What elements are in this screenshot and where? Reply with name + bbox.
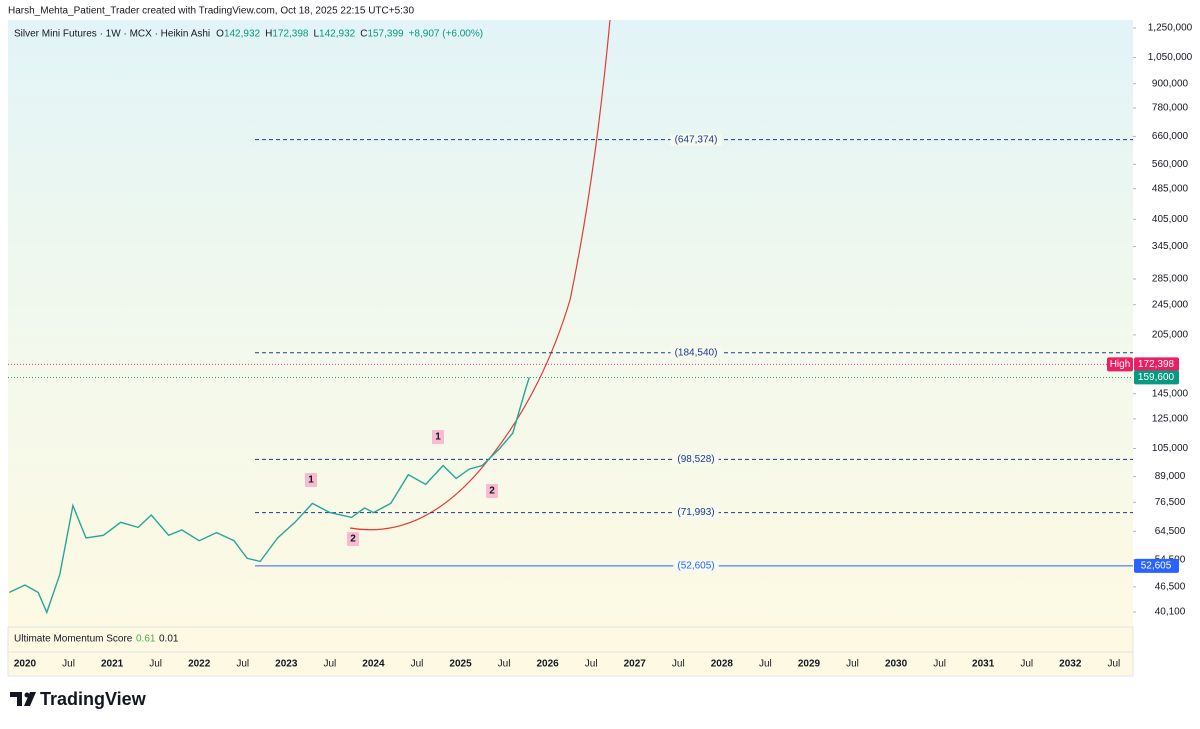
wave-label: 2 [350, 534, 356, 545]
legend-text: 172,398 [272, 29, 309, 40]
level-label-bg [670, 133, 722, 146]
wave-label-bg [432, 430, 444, 444]
legend-text: L [313, 29, 319, 40]
level-label: (647,374) [675, 134, 718, 145]
indicator-name: Ultimate Momentum Score [14, 634, 133, 645]
y-tick-label: 125,000 [1152, 414, 1189, 425]
x-tick-label: Jul [149, 659, 162, 670]
x-tick-label: 2028 [711, 659, 734, 670]
legend-text: 157,399 [367, 29, 404, 40]
legend: Silver Mini Futures · 1W · MCX · Heikin … [14, 29, 483, 40]
level-label: (71,993) [677, 507, 714, 518]
indicator-pane [7, 626, 1134, 653]
legend-text: Silver Mini Futures · 1W · MCX · Heikin … [14, 29, 210, 40]
x-tick-label: Jul [62, 659, 75, 670]
chart-pane [8, 20, 1133, 627]
level-label-bg [670, 346, 722, 359]
indicator-value: 0.01 [159, 634, 179, 645]
legend-text: +8,907 (+6.00%) [409, 29, 484, 40]
x-tick-label: 2026 [537, 659, 560, 670]
price-tag-label: 172,398 [1138, 359, 1175, 370]
y-tick-label: 285,000 [1152, 274, 1189, 285]
y-tick-label: 405,000 [1152, 214, 1189, 225]
x-tick-label: Jul [933, 659, 946, 670]
price-tag [1134, 357, 1179, 372]
legend-text: C [360, 29, 367, 40]
level-label: (184,540) [675, 347, 718, 358]
wave-label: 2 [489, 486, 495, 497]
x-tick-label: Jul [1107, 659, 1120, 670]
x-tick-label: 2029 [798, 659, 821, 670]
y-tick-label: 780,000 [1152, 103, 1189, 114]
legend-text: 142,932 [224, 29, 261, 40]
level-label-bg [673, 506, 719, 519]
x-tick-label: 2031 [972, 659, 995, 670]
parabolic-curve [349, 19, 611, 531]
legend-text: H [265, 29, 272, 40]
level-label: (98,528) [677, 454, 714, 465]
x-tick-label: Jul [323, 659, 336, 670]
x-tick-label: 2020 [14, 659, 37, 670]
x-tick-label: 2022 [188, 659, 211, 670]
y-tick-label: 40,100 [1155, 607, 1186, 618]
y-tick-label: 1,050,000 [1148, 52, 1193, 63]
logo-icon [10, 692, 36, 706]
x-tick-label: Jul [759, 659, 772, 670]
x-tick-label: Jul [846, 659, 859, 670]
wave-label-bg [305, 473, 317, 487]
logo-icon [24, 692, 30, 698]
x-tick-label: Jul [498, 659, 511, 670]
x-tick-label: 2030 [885, 659, 908, 670]
x-tick-label: Jul [411, 659, 424, 670]
legend-text: O [216, 29, 224, 40]
level-label-bg [673, 559, 719, 572]
price-tag-name: High [1110, 359, 1131, 370]
y-tick-label: 145,000 [1152, 388, 1189, 399]
y-tick-label: 1,250,000 [1148, 23, 1193, 34]
x-tick-label: Jul [1020, 659, 1033, 670]
x-tick-label: 2025 [449, 659, 472, 670]
x-tick-label: 2021 [101, 659, 124, 670]
wave-label: 1 [435, 432, 441, 443]
y-tick-label: 345,000 [1152, 241, 1189, 252]
x-tick-label: 2032 [1059, 659, 1082, 670]
wave-label-bg [347, 532, 359, 546]
y-tick-label: 46,500 [1155, 581, 1186, 592]
y-tick-label: 89,000 [1155, 471, 1186, 482]
price-tag [1134, 370, 1179, 385]
level-label: (52,605) [677, 561, 714, 572]
price-tag-label: 52,605 [1141, 561, 1172, 572]
x-tick-label: Jul [672, 659, 685, 670]
price-line [9, 377, 530, 615]
x-tick-label: Jul [236, 659, 249, 670]
price-tag [1134, 558, 1179, 573]
x-tick-label: 2023 [275, 659, 298, 670]
y-tick-label: 105,000 [1152, 443, 1189, 454]
level-label-bg [673, 453, 719, 466]
indicator-value: 0.61 [136, 634, 156, 645]
price-tag-name-bg [1107, 357, 1133, 372]
y-tick-label: 900,000 [1152, 78, 1189, 89]
y-tick-label: 76,500 [1155, 497, 1186, 508]
x-tick-label: 2024 [362, 659, 385, 670]
x-tick-label: Jul [585, 659, 598, 670]
time-axis [7, 651, 1134, 677]
wave-label-bg [486, 484, 498, 498]
header-caption: Harsh_Mehta_Patient_Trader created with … [8, 6, 414, 17]
y-tick-label: 205,000 [1152, 330, 1189, 341]
wave-label: 1 [308, 475, 314, 486]
y-tick-label: 660,000 [1152, 131, 1189, 142]
y-tick-label: 560,000 [1152, 159, 1189, 170]
price-tag-label: 159,600 [1138, 372, 1175, 383]
y-tick-label: 485,000 [1152, 183, 1189, 194]
logo-text: TradingView [40, 689, 147, 709]
logo: TradingView [10, 689, 147, 709]
legend-text: 142,932 [319, 29, 356, 40]
y-tick-label: 64,500 [1155, 526, 1186, 537]
y-tick-label: 245,000 [1152, 299, 1189, 310]
x-tick-label: 2027 [624, 659, 647, 670]
